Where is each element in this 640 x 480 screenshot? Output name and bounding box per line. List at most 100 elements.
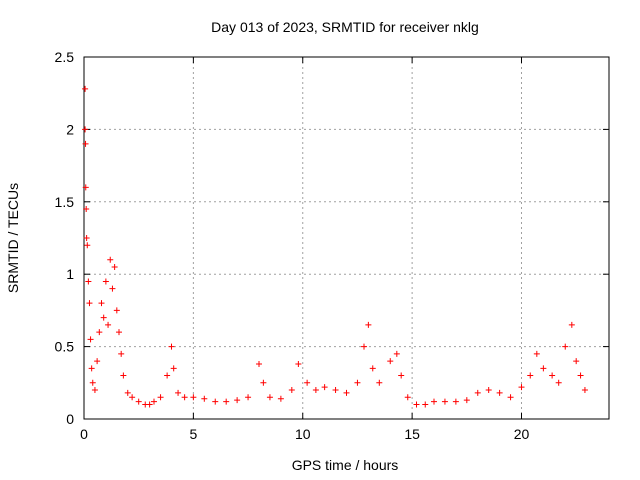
y-tick-label: 0.5 xyxy=(55,339,75,355)
data-point xyxy=(369,365,376,372)
data-point xyxy=(496,389,503,396)
data-point xyxy=(343,389,350,396)
x-tick-label: 10 xyxy=(295,426,311,442)
data-point xyxy=(116,329,122,336)
data-point xyxy=(82,140,89,147)
axis-ticks: 0 5 10 15 20 0 0.5 1 1.5 2 2.5 xyxy=(55,49,609,442)
data-point xyxy=(295,360,302,367)
x-axis-label: GPS time / hours xyxy=(292,457,399,473)
data-point xyxy=(474,389,481,396)
data-point xyxy=(87,336,94,343)
data-point xyxy=(398,372,405,379)
y-tick-label: 2.5 xyxy=(55,49,75,65)
data-point xyxy=(96,329,103,336)
data-point xyxy=(256,360,262,367)
data-point xyxy=(577,372,584,379)
data-point xyxy=(212,398,219,405)
data-point xyxy=(518,384,525,391)
data-point xyxy=(94,358,101,365)
data-point xyxy=(404,394,411,401)
data-point xyxy=(170,365,177,372)
data-point xyxy=(422,401,429,408)
data-point xyxy=(109,285,116,292)
data-point xyxy=(266,394,273,401)
data-point xyxy=(175,389,182,396)
data-point xyxy=(581,387,588,394)
y-tick-label: 0 xyxy=(66,411,74,427)
data-point xyxy=(555,379,562,386)
data-point xyxy=(376,379,383,386)
data-points xyxy=(82,85,588,408)
data-point xyxy=(260,379,267,386)
data-point xyxy=(111,263,118,270)
data-point xyxy=(86,300,93,307)
data-point xyxy=(151,398,157,405)
data-point xyxy=(393,350,400,357)
data-point xyxy=(105,321,112,328)
data-point xyxy=(332,387,339,394)
y-axis-label: SRMTID / TECUs xyxy=(5,183,21,293)
data-point xyxy=(573,358,580,365)
data-point xyxy=(181,394,188,401)
data-point xyxy=(234,397,241,404)
data-point xyxy=(84,242,91,249)
data-point xyxy=(100,314,107,321)
data-point xyxy=(201,395,208,402)
y-tick-label: 1.5 xyxy=(55,194,75,210)
data-point xyxy=(304,379,311,386)
data-point xyxy=(157,394,164,401)
data-point xyxy=(135,398,142,405)
data-point xyxy=(83,206,90,213)
data-point xyxy=(441,398,448,405)
data-point xyxy=(354,379,361,386)
data-point xyxy=(102,278,109,285)
data-point xyxy=(223,398,230,405)
data-point xyxy=(452,398,459,405)
data-point xyxy=(118,350,125,357)
data-point xyxy=(312,387,319,394)
data-point xyxy=(88,365,95,372)
data-point xyxy=(361,343,367,350)
data-point xyxy=(485,387,492,394)
data-point xyxy=(168,343,175,350)
data-point xyxy=(527,372,534,379)
data-point xyxy=(120,372,127,379)
y-tick-label: 2 xyxy=(66,121,74,137)
chart-title: Day 013 of 2023, SRMTID for receiver nkl… xyxy=(211,19,479,35)
data-point xyxy=(540,365,547,372)
data-point xyxy=(431,398,437,405)
data-point xyxy=(98,300,105,307)
data-point xyxy=(507,394,514,401)
data-point xyxy=(146,401,153,408)
x-tick-label: 5 xyxy=(189,426,197,442)
x-tick-label: 0 xyxy=(80,426,88,442)
data-point xyxy=(387,358,394,365)
data-point xyxy=(245,394,252,401)
data-point xyxy=(91,387,98,394)
x-tick-label: 20 xyxy=(514,426,530,442)
data-point xyxy=(82,85,89,92)
grid xyxy=(84,57,609,419)
data-point xyxy=(82,184,89,191)
x-tick-label: 15 xyxy=(404,426,420,442)
data-point xyxy=(107,256,114,263)
data-point xyxy=(549,372,556,379)
data-point xyxy=(463,397,470,404)
data-point xyxy=(413,401,420,408)
data-point xyxy=(113,307,120,314)
data-point xyxy=(82,126,89,133)
data-point xyxy=(89,379,96,386)
data-point xyxy=(568,321,575,328)
data-point xyxy=(124,389,131,396)
data-point xyxy=(83,235,90,241)
data-point xyxy=(129,394,136,401)
data-point xyxy=(321,384,328,391)
data-point xyxy=(190,394,197,401)
data-point xyxy=(365,321,372,328)
data-point xyxy=(533,350,540,357)
y-tick-label: 1 xyxy=(66,266,74,282)
data-point xyxy=(288,387,295,394)
data-point xyxy=(85,278,92,285)
data-point xyxy=(562,343,569,350)
